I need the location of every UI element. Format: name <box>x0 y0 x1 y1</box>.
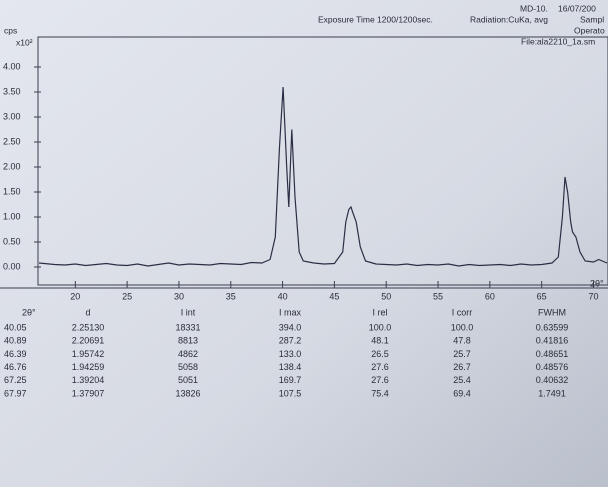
table-cell: 107.5 <box>279 388 302 398</box>
file: File:ala2210_1a.sm <box>521 36 595 46</box>
table-cell: 8813 <box>178 336 198 346</box>
table-cell: 0.63599 <box>536 322 569 332</box>
table-cell: 138.4 <box>279 362 302 372</box>
x-tick-label: 50 <box>381 291 391 301</box>
table-cell: 46.76 <box>4 362 27 372</box>
table-cell: 0.48651 <box>536 349 569 359</box>
y-tick-label: 1.00 <box>3 211 21 221</box>
table-cell: 100.0 <box>451 322 474 332</box>
y-tick-label: 0.00 <box>3 261 21 271</box>
x-tick-label: 55 <box>433 291 443 301</box>
sample-id: MD-10. <box>520 3 548 13</box>
radiation: Radiation:CuKa, avg <box>470 14 548 24</box>
table-cell: 133.0 <box>279 349 302 359</box>
table-cell: 27.6 <box>371 375 389 385</box>
column-header: I int <box>181 307 196 317</box>
y-scale: x10² <box>16 37 33 47</box>
x-tick-label: 70 <box>588 291 598 301</box>
table-cell: 0.41816 <box>536 336 569 346</box>
table-cell: 47.8 <box>453 336 471 346</box>
table-cell: 5051 <box>178 375 198 385</box>
table-cell: 1.94259 <box>72 362 105 372</box>
y-tick-label: 2.00 <box>3 161 21 171</box>
sample: Sampl <box>580 14 604 24</box>
y-tick-label: 0.50 <box>3 236 21 246</box>
y-unit: cps <box>4 25 17 35</box>
column-header: I corr <box>452 307 473 317</box>
y-tick-label: 3.50 <box>3 86 21 96</box>
date: 16/07/200 <box>558 3 596 13</box>
table-cell: 69.4 <box>453 388 471 398</box>
table-cell: 4862 <box>178 349 198 359</box>
table-cell: 2.25130 <box>72 322 105 332</box>
table-cell: 5058 <box>178 362 198 372</box>
table-cell: 100.0 <box>369 322 392 332</box>
table-cell: 1.37907 <box>72 388 105 398</box>
table-cell: 40.89 <box>4 336 27 346</box>
table-cell: 67.25 <box>4 375 27 385</box>
x-tick-label: 20 <box>70 291 80 301</box>
table-cell: 67.97 <box>4 388 27 398</box>
column-header: 2θ° <box>22 307 36 317</box>
column-header: I rel <box>372 307 387 317</box>
table-cell: 1.7491 <box>538 388 566 398</box>
x-tick-label: 30 <box>174 291 184 301</box>
table-cell: 287.2 <box>279 336 302 346</box>
column-header: FWHM <box>538 307 566 317</box>
table-cell: 394.0 <box>279 322 302 332</box>
column-header: I max <box>279 307 302 317</box>
operator: Operato <box>574 25 605 35</box>
x-tick-label: 60 <box>485 291 495 301</box>
y-tick-label: 2.50 <box>3 136 21 146</box>
table-cell: 18331 <box>175 322 200 332</box>
table-cell: 169.7 <box>279 375 302 385</box>
table-cell: 2.20691 <box>72 336 105 346</box>
table-cell: 25.4 <box>453 375 471 385</box>
y-tick-label: 4.00 <box>3 61 21 71</box>
table-cell: 1.95742 <box>72 349 105 359</box>
table-cell: 13826 <box>175 388 200 398</box>
table-cell: 75.4 <box>371 388 389 398</box>
x-tick-label: 40 <box>278 291 288 301</box>
table-cell: 40.05 <box>4 322 27 332</box>
table-cell: 25.7 <box>453 349 471 359</box>
x-tick-label: 45 <box>329 291 339 301</box>
table-cell: 26.5 <box>371 349 389 359</box>
table-cell: 0.48576 <box>536 362 569 372</box>
page: Exposure Time 1200/1200sec. Radiation:Cu… <box>0 0 608 487</box>
x-tick-label: 65 <box>537 291 547 301</box>
y-tick-label: 3.00 <box>3 111 21 121</box>
y-tick-label: 1.50 <box>3 186 21 196</box>
x-tick-label: 25 <box>122 291 132 301</box>
table-cell: 0.40632 <box>536 375 569 385</box>
table-cell: 46.39 <box>4 349 27 359</box>
table-cell: 48.1 <box>371 336 389 346</box>
x-axis-label: 2θ° <box>590 278 604 288</box>
column-header: d <box>85 307 90 317</box>
table-cell: 1.39204 <box>72 375 105 385</box>
paper <box>0 0 608 487</box>
table-cell: 26.7 <box>453 362 471 372</box>
table-cell: 27.6 <box>371 362 389 372</box>
exposure: Exposure Time 1200/1200sec. <box>318 14 433 24</box>
x-tick-label: 35 <box>226 291 236 301</box>
